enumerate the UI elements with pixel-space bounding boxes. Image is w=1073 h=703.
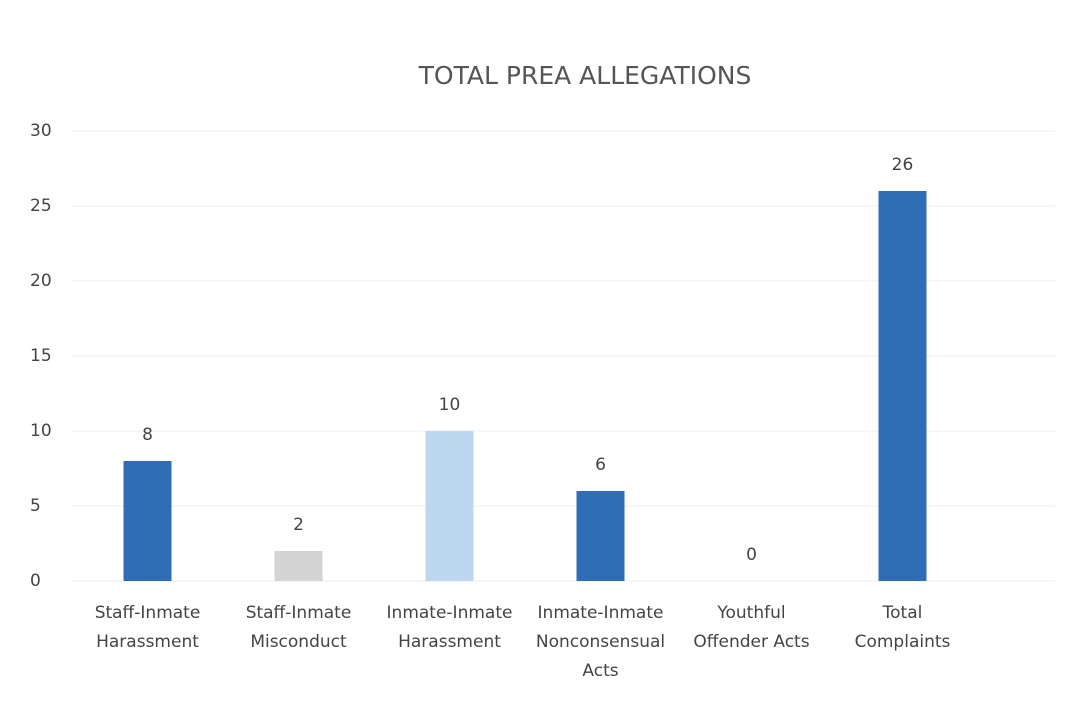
- y-tick-label: 5: [30, 496, 41, 516]
- x-tick-label: Harassment: [398, 632, 501, 652]
- value-label: 2: [293, 515, 304, 535]
- value-label: 10: [439, 395, 461, 415]
- x-tick-label: Harassment: [96, 632, 199, 652]
- x-tick-label: Offender Acts: [693, 632, 809, 652]
- y-tick-label: 15: [30, 346, 52, 366]
- x-tick-label: Inmate-Inmate: [538, 603, 664, 623]
- bar: [425, 431, 474, 581]
- bar: [274, 551, 323, 581]
- bar: [878, 191, 927, 581]
- x-tick-label: Staff-Inmate: [95, 603, 201, 623]
- x-tick-label: Acts: [582, 661, 618, 681]
- chart-title: TOTAL PREA ALLEGATIONS: [418, 61, 752, 90]
- x-tick-label: Complaints: [855, 632, 951, 652]
- x-tick-label: Inmate-Inmate: [387, 603, 513, 623]
- value-label: 6: [595, 455, 606, 475]
- y-tick-label: 25: [30, 196, 52, 216]
- x-tick-label: Misconduct: [250, 632, 347, 652]
- value-label: 8: [142, 425, 153, 445]
- y-tick-label: 30: [30, 121, 52, 141]
- y-tick-label: 20: [30, 271, 52, 291]
- x-tick-label: Total: [882, 603, 923, 623]
- bar: [123, 461, 172, 581]
- x-tick-label: Staff-Inmate: [246, 603, 352, 623]
- value-label: 0: [746, 545, 757, 565]
- x-tick-label: Youthful: [716, 603, 785, 623]
- x-tick-label: Nonconsensual: [536, 632, 665, 652]
- y-tick-label: 0: [30, 571, 41, 591]
- y-tick-label: 10: [30, 421, 52, 441]
- value-label: 26: [892, 155, 914, 175]
- bar: [576, 491, 625, 581]
